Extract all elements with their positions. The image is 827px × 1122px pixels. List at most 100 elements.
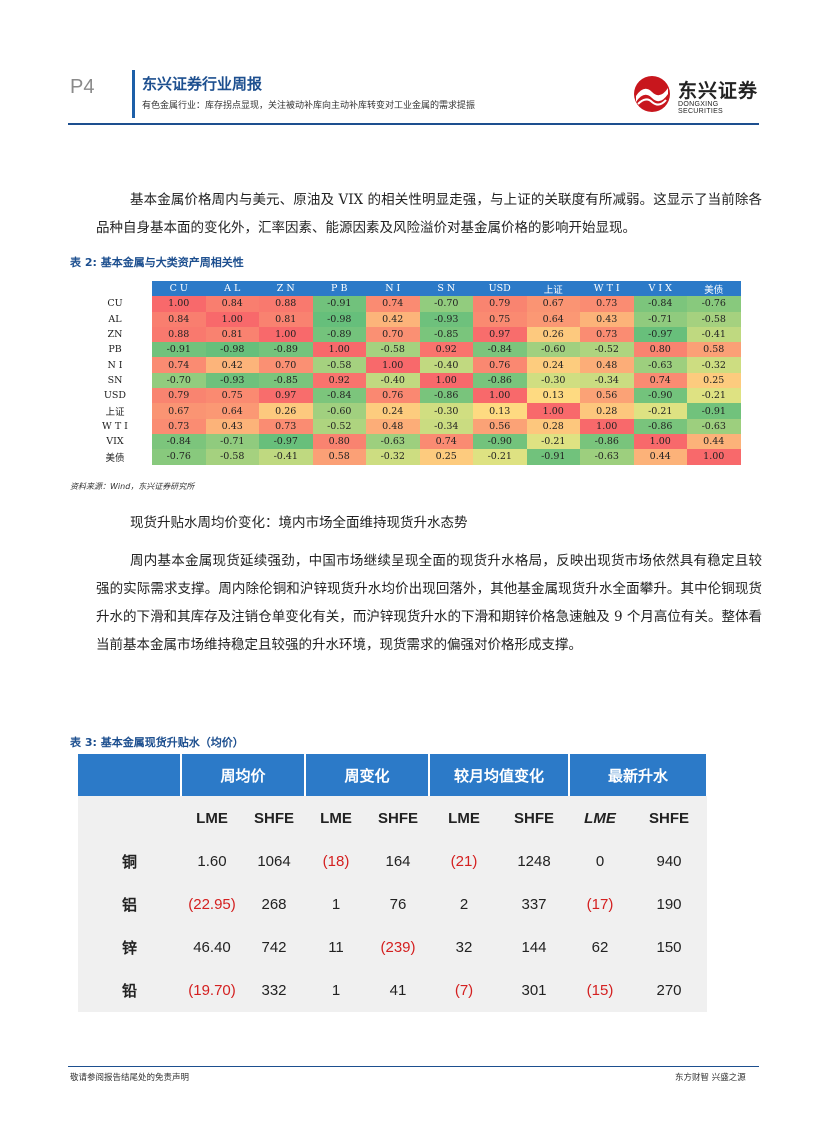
spread-sub-corner: [78, 796, 181, 840]
report-subtitle: 有色金属行业：库存拐点显现，关注被动补库向主动补库转变对工业金属的需求提振: [142, 101, 476, 111]
correlation-cell: 0.24: [366, 403, 420, 419]
table2-caption: 表 2: 基本金属与大类资产周相关性: [70, 256, 244, 269]
correlation-cell: 0.64: [205, 403, 259, 419]
correlation-cell: -0.91: [687, 403, 741, 419]
spread-cell: 150: [631, 926, 707, 969]
correlation-cell: -0.93: [205, 372, 259, 389]
spread-cell: 1: [305, 969, 367, 1012]
correlation-cell: -0.71: [633, 311, 687, 327]
correlation-cell: 0.84: [152, 311, 206, 327]
correlation-cell: 0.56: [473, 418, 527, 434]
spread-cell: 32: [429, 926, 499, 969]
row-header: W T I: [78, 418, 152, 434]
spread-sub-header: LME: [569, 796, 631, 840]
correlation-cell: -0.58: [312, 357, 366, 373]
correlation-cell: -0.93: [419, 311, 473, 327]
correlation-row: AL 0.84 1.00 0.81 -0.98 0.42 -0.93 0.75 0.64 0.43…: [78, 311, 741, 327]
correlation-cell: 0.97: [473, 326, 527, 343]
correlation-cell: 1.00: [152, 296, 206, 312]
spread-cell: 1.60: [181, 840, 243, 883]
metal-label: 铝: [78, 883, 181, 926]
spread-cell: (22.95): [181, 883, 243, 926]
correlation-cell: 0.58: [312, 449, 366, 465]
correlation-cell: -0.91: [152, 342, 206, 358]
spread-cell: (7): [429, 969, 499, 1012]
correlation-cell: 0.75: [205, 388, 259, 404]
correlation-cell: 0.28: [526, 418, 580, 434]
correlation-cell: 0.81: [259, 311, 313, 327]
correlation-cell: 0.48: [366, 418, 420, 434]
spread-cell: (15): [569, 969, 631, 1012]
correlation-cell: -0.30: [419, 403, 473, 419]
col-header: C U: [152, 281, 206, 297]
corner-cell: [78, 281, 152, 297]
correlation-cell: -0.85: [259, 372, 313, 389]
correlation-cell: 0.79: [152, 388, 206, 404]
spread-sub-header: LME: [429, 796, 499, 840]
header-rule: [68, 123, 759, 125]
correlation-cell: -0.70: [419, 296, 473, 312]
correlation-cell: 0.74: [152, 357, 206, 373]
spread-group-header: 较月均值变化: [429, 754, 570, 796]
correlation-cell: 1.00: [633, 433, 687, 450]
logo-cn-text: 东兴证券: [678, 80, 759, 102]
row-header: N I: [78, 357, 152, 373]
spread-sub-header: SHFE: [499, 796, 569, 840]
spread-cell: (17): [569, 883, 631, 926]
spread-row: 铅 (19.70) 332 1 41 (7) 301 (15) 270: [78, 969, 707, 1012]
spread-cell: 332: [243, 969, 305, 1012]
correlation-cell: -0.86: [419, 388, 473, 404]
correlation-row: W T I 0.73 0.43 0.73 -0.52 0.48 -0.34 0.56 0.28 1…: [78, 418, 741, 434]
correlation-cell: 1.00: [526, 403, 580, 419]
correlation-row: N I 0.74 0.42 0.70 -0.58 1.00 -0.40 0.76 0.24 0.4…: [78, 357, 741, 373]
correlation-cell: 0.67: [526, 296, 580, 312]
correlation-cell: 0.73: [152, 418, 206, 434]
correlation-row: SN -0.70 -0.93 -0.85 0.92 -0.40 1.00 -0.86 -0.30…: [78, 372, 741, 389]
correlation-cell: 0.26: [259, 403, 313, 419]
paragraph-spread-summary: 周内基本金属现货延续强劲，中国市场继续呈现全面的现货升水格局，反映出现货市场依然…: [96, 553, 762, 653]
correlation-cell: 0.24: [526, 357, 580, 373]
correlation-cell: -0.40: [366, 372, 420, 389]
row-header: 美债: [78, 449, 152, 465]
table3-caption: 表 3: 基本金属现货升贴水（均价）: [70, 736, 244, 749]
spread-cell: (21): [429, 840, 499, 883]
correlation-cell: 0.13: [526, 388, 580, 404]
correlation-cell: 0.58: [687, 342, 741, 358]
spread-cell: 1: [305, 883, 367, 926]
correlation-cell: -0.32: [366, 449, 420, 465]
correlation-cell: -0.84: [633, 296, 687, 312]
spread-sub-header: LME: [181, 796, 243, 840]
correlation-cell: 0.25: [419, 449, 473, 465]
col-header: A L: [205, 281, 259, 297]
col-header: W T I: [580, 281, 634, 297]
correlation-cell: -0.58: [366, 342, 420, 358]
correlation-cell: -0.60: [526, 342, 580, 358]
spread-cell: (18): [305, 840, 367, 883]
correlation-cell: -0.90: [633, 388, 687, 404]
row-header: USD: [78, 388, 152, 404]
col-header: P B: [312, 281, 366, 297]
spread-group-header: 周变化: [305, 754, 430, 796]
correlation-cell: -0.86: [580, 433, 634, 450]
correlation-cell: 0.75: [473, 311, 527, 327]
correlation-cell: 0.97: [259, 388, 313, 404]
correlation-cell: 0.92: [312, 372, 366, 389]
correlation-row: VIX -0.84 -0.71 -0.97 0.80 -0.63 0.74 -0.90 -0.2…: [78, 433, 741, 450]
spread-sub-header: SHFE: [367, 796, 429, 840]
spread-cell: 337: [499, 883, 569, 926]
correlation-cell: 1.00: [366, 357, 420, 373]
page-number: P4: [70, 76, 95, 98]
correlation-cell: -0.63: [633, 357, 687, 373]
spread-cell: (239): [367, 926, 429, 969]
col-header: 上证: [526, 281, 580, 297]
section-heading-spread: 现货升贴水周均价变化：境内市场全面维持现货升水态势: [130, 515, 468, 531]
correlation-cell: 0.80: [312, 433, 366, 450]
spread-cell: 46.40: [181, 926, 243, 969]
spread-sub-header: LME: [305, 796, 367, 840]
row-header: ZN: [78, 326, 152, 343]
logo-emblem-icon: [634, 76, 670, 112]
spread-sub-header-row: LME SHFE LME SHFE LME SHFE LME SHFE: [78, 796, 707, 840]
table2-source: 资料来源：Wind，东兴证券研究所: [70, 482, 195, 491]
spread-cell: 268: [243, 883, 305, 926]
